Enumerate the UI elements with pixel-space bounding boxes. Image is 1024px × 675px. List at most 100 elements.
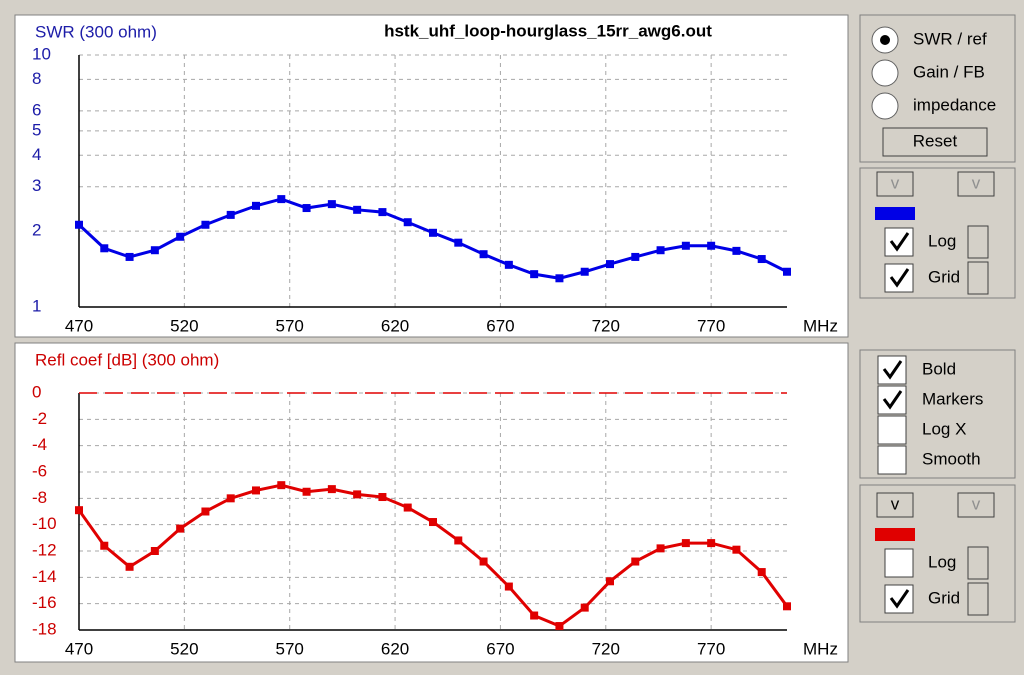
data-marker (353, 490, 362, 499)
data-marker (150, 246, 159, 255)
data-marker (454, 238, 463, 247)
data-marker (707, 241, 716, 250)
x-tick-label: 470 (65, 639, 93, 658)
check-mark (889, 589, 910, 609)
checkbox[interactable] (877, 385, 907, 415)
data-marker (429, 518, 437, 527)
x-axis-label: MHz (803, 639, 838, 658)
x-tick-label: 520 (170, 639, 198, 658)
x-tick-label: 720 (592, 316, 620, 335)
checkbox-label: Bold (922, 359, 956, 378)
button[interactable] (876, 492, 914, 518)
checkbox[interactable] (884, 548, 914, 578)
data-marker (429, 228, 437, 237)
checkbox[interactable] (884, 263, 914, 293)
x-tick-label: 570 (276, 316, 304, 335)
radio-label: Gain / FB (913, 62, 985, 81)
y-axis-label: Refl coef [dB] (300 ohm) (35, 350, 219, 369)
group-box (859, 349, 1016, 479)
data-marker (681, 539, 690, 548)
checkbox-label: Smooth (922, 449, 981, 468)
y-tick-label: -4 (32, 435, 47, 454)
x-tick-label: 620 (381, 316, 409, 335)
data-marker (226, 494, 235, 503)
check-mark (889, 232, 910, 252)
radio-button[interactable] (871, 59, 899, 87)
data-marker (479, 557, 488, 566)
y-axis-label: SWR (300 ohm) (35, 22, 157, 41)
data-marker (732, 545, 741, 554)
data-marker (783, 267, 791, 276)
data-marker (580, 603, 589, 612)
data-marker (100, 541, 109, 550)
data-marker (252, 201, 260, 210)
y-tick-label: -12 (32, 540, 57, 559)
x-tick-label: 520 (170, 316, 198, 335)
check-mark (889, 268, 910, 288)
data-marker (100, 244, 109, 253)
checkbox-label: Grid (928, 588, 960, 607)
checkbox[interactable] (884, 227, 914, 257)
y-tick-label: -10 (32, 514, 57, 533)
radio-label: SWR / ref (913, 29, 987, 48)
data-marker (504, 582, 513, 591)
data-marker (277, 195, 286, 204)
data-marker (252, 486, 260, 495)
chart-frame (14, 342, 849, 663)
y-tick-label: -16 (32, 593, 57, 612)
checkbox[interactable] (877, 355, 907, 385)
data-marker (757, 568, 766, 577)
radio-button[interactable] (871, 92, 899, 120)
data-marker (150, 547, 159, 555)
checkbox-label: Log (928, 552, 956, 571)
color-swatch (875, 207, 915, 220)
chart-frame (14, 14, 849, 338)
y-tick-label: 4 (32, 145, 41, 164)
y-tick-label: 1 (32, 296, 41, 315)
x-axis-label: MHz (803, 316, 838, 335)
data-marker (454, 536, 463, 545)
data-marker (176, 524, 185, 533)
input-box (967, 261, 989, 295)
data-marker (302, 204, 311, 213)
data-marker (327, 200, 336, 209)
y-tick-label: 2 (32, 221, 41, 240)
checkbox-label: Markers (922, 389, 983, 408)
x-tick-label: 670 (486, 639, 514, 658)
data-marker (378, 493, 387, 502)
data-marker (681, 241, 690, 250)
x-tick-label: 570 (276, 639, 304, 658)
check-mark (882, 390, 903, 410)
data-marker (226, 210, 235, 219)
button[interactable] (882, 127, 988, 157)
data-marker (176, 232, 185, 241)
data-marker (125, 252, 134, 261)
group-box (859, 167, 1016, 299)
data-marker (403, 503, 412, 512)
checkbox[interactable] (877, 445, 907, 475)
y-tick-label: -8 (32, 488, 47, 507)
data-marker (353, 205, 362, 214)
data-marker (327, 485, 336, 494)
button[interactable] (957, 171, 995, 197)
checkbox-label: Log X (922, 419, 966, 438)
data-marker (201, 507, 210, 516)
button[interactable] (957, 492, 995, 518)
button[interactable] (876, 171, 914, 197)
data-marker (479, 250, 488, 259)
button-label: v (891, 494, 900, 513)
data-marker (75, 506, 83, 515)
y-tick-label: 5 (32, 120, 41, 139)
data-marker (757, 255, 766, 264)
data-marker (656, 246, 665, 255)
x-tick-label: 670 (486, 316, 514, 335)
data-marker (783, 602, 791, 611)
checkbox[interactable] (884, 584, 914, 614)
button-label: v (891, 173, 900, 192)
data-marker (75, 220, 83, 229)
data-marker (707, 539, 716, 548)
data-marker (530, 611, 539, 620)
checkbox[interactable] (877, 415, 907, 445)
check-mark (882, 360, 903, 380)
